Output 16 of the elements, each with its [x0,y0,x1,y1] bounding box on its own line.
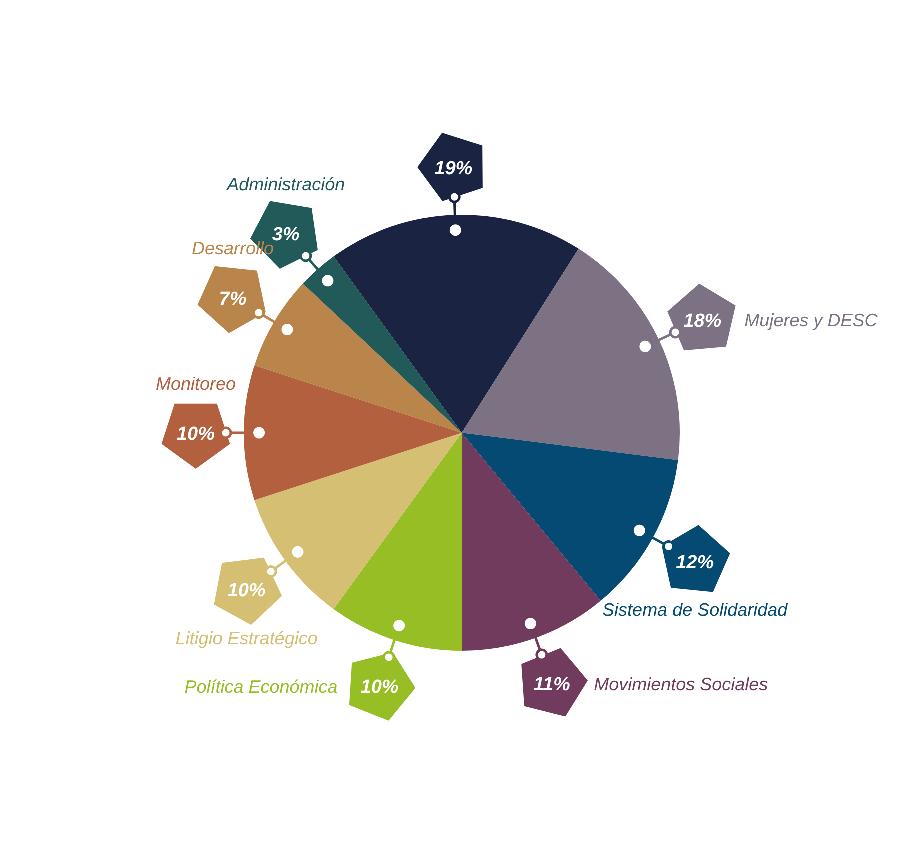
data-label: 10% [360,677,399,698]
slice-label: Sistema de Solidaridad [602,600,789,620]
slice-label: Monitoreo [156,374,236,394]
data-label: 10% [176,424,216,446]
data-label: 19% [434,158,473,180]
data-label: 11% [534,674,571,696]
data-label: 12% [676,552,714,574]
data-label: 3% [272,224,300,246]
data-label: 10% [228,580,266,602]
data-label: 18% [684,310,722,332]
slice-label: Litigio Estratégico [176,628,318,648]
data-label: 7% [219,288,247,310]
slice-label: Mujeres y DESC [744,310,879,331]
slice-label: Política Económica [184,676,338,697]
slice-label: Administración [226,174,346,194]
slice-label: Movimientos Sociales [594,674,768,694]
